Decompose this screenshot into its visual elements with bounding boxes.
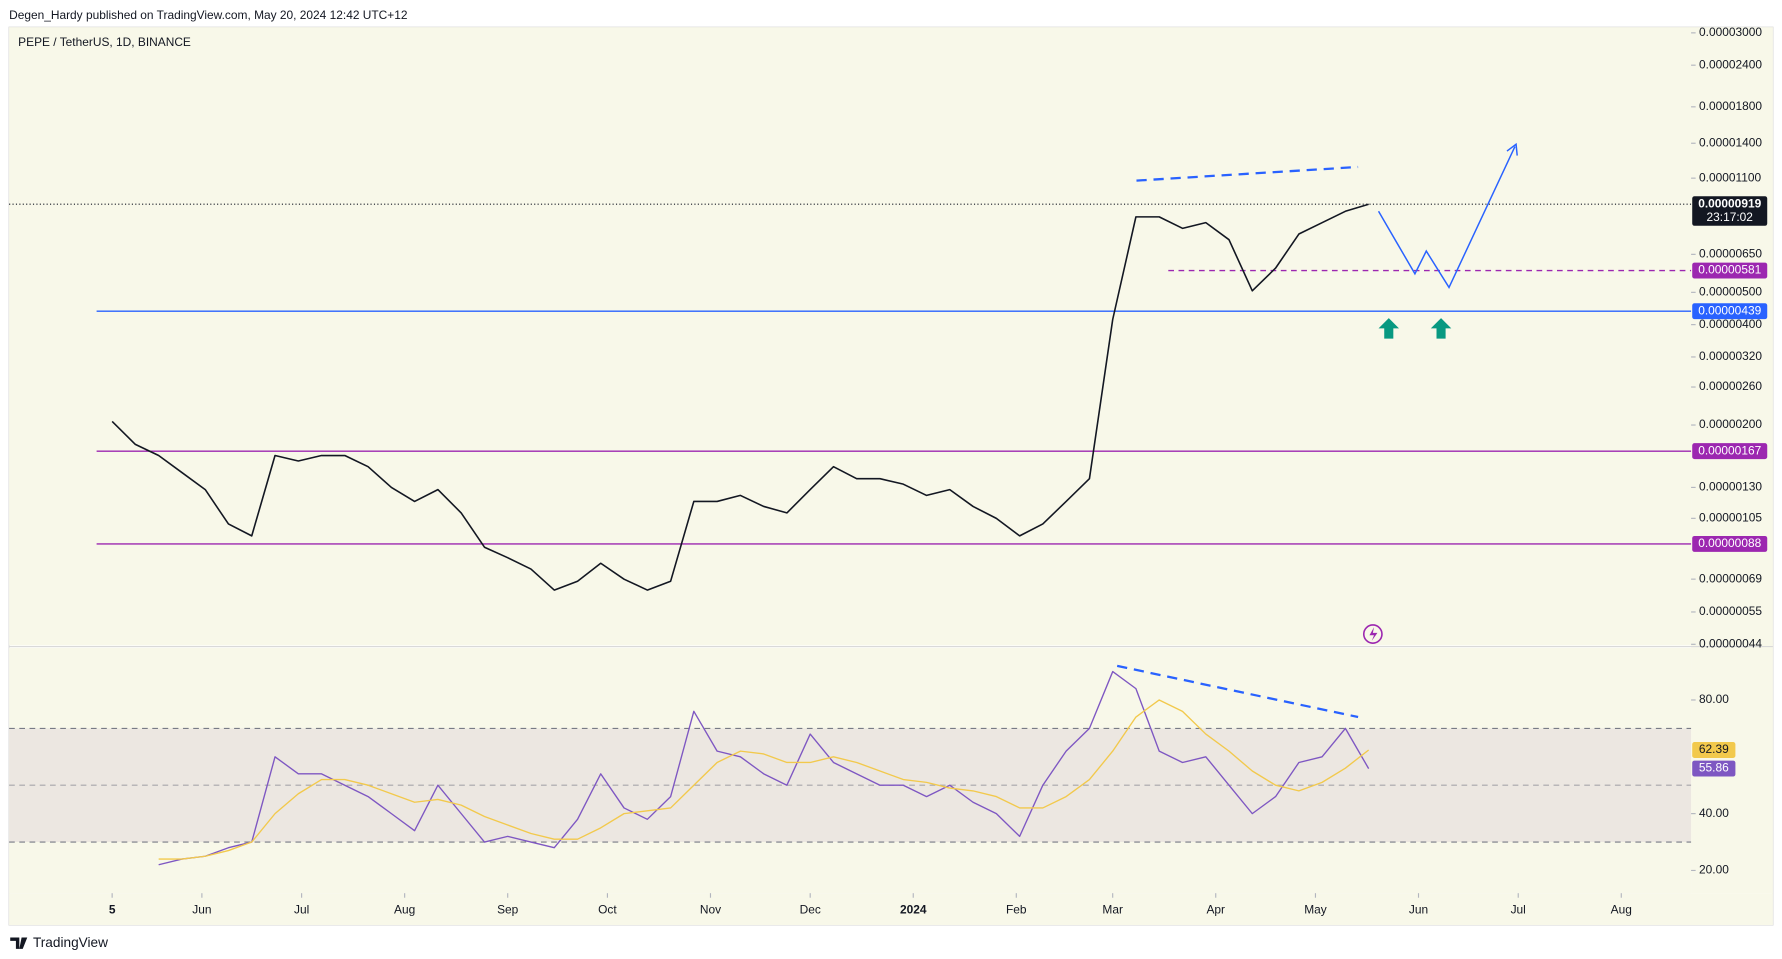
- y-tick-label: 0.00000260: [1699, 379, 1762, 393]
- price-pane: [9, 27, 1692, 646]
- series-line: [158, 699, 1370, 860]
- x-tick-label: Apr: [1206, 902, 1225, 916]
- up-arrow: [1378, 318, 1400, 339]
- x-tick-label: 5: [109, 902, 116, 916]
- x-tick-label: Oct: [598, 902, 617, 916]
- trend-line: [1136, 165, 1359, 182]
- symbol-title: PEPE / TetherUS, 1D, BINANCE: [18, 35, 191, 49]
- series-line: [158, 670, 1370, 866]
- x-tick-label: Jul: [294, 902, 309, 916]
- y-tick-label: 0.00000055: [1699, 604, 1762, 618]
- y-tick-label: 0.00001100: [1699, 170, 1761, 184]
- x-tick-label: Jun: [192, 902, 211, 916]
- x-tick-label: Dec: [800, 902, 821, 916]
- x-tick-label: 2024: [900, 902, 927, 916]
- y-tick-label: 0.00000105: [1699, 510, 1762, 524]
- rsi-value-tag: [1692, 742, 1736, 758]
- last-price-label: 0.00000919: [1698, 196, 1761, 210]
- plots: 5 Jun Jul Aug Sep Oct Nov Dec 2024 Feb Mar Apr May Ju…: [9, 25, 1768, 916]
- y-tick-label: 0.00000400: [1699, 317, 1762, 331]
- x-tick-label: Aug: [1611, 902, 1632, 916]
- tv-logo: [10, 937, 28, 949]
- price-level-tag: [1692, 303, 1768, 320]
- y-tick-label: 0.00003000: [1699, 25, 1762, 39]
- x-tick-label: Jun: [1409, 902, 1428, 916]
- price-level-label: 0.00000088: [1698, 536, 1761, 550]
- y-tick-label: 0.00000044: [1699, 636, 1762, 650]
- x-tick-label: Feb: [1006, 902, 1027, 916]
- rsi-trend-line: [1116, 664, 1359, 719]
- price-level-label: 0.00000167: [1698, 443, 1761, 457]
- x-tick-label: Sep: [497, 902, 519, 916]
- last-price-tag: [1692, 196, 1768, 226]
- price-level-tag: [1692, 535, 1768, 552]
- x-tick-label: May: [1304, 902, 1327, 916]
- x-tick-label: Aug: [394, 902, 415, 916]
- x-tick-label: Nov: [700, 902, 721, 916]
- price-level-label: 0.00000581: [1698, 263, 1761, 277]
- series-line: [111, 203, 1369, 591]
- rsi-value-label: 55.86: [1699, 761, 1729, 775]
- rsi-value-label: 62.39: [1699, 742, 1729, 756]
- price-level-label: 0.00000439: [1698, 303, 1761, 317]
- price-level-tag: [1692, 262, 1768, 279]
- y-tick-label: 0.00001800: [1699, 99, 1762, 113]
- y-tick-label: 0.00000500: [1699, 284, 1762, 298]
- time-axis: [9, 893, 1773, 925]
- y-tick-label: 80.00: [1699, 692, 1729, 706]
- y-tick-label: 0.00002400: [1699, 57, 1762, 71]
- y-tick-label: 0.00000069: [1699, 571, 1762, 585]
- y-tick-label: 40.00: [1699, 806, 1729, 820]
- price-level-tag: [1692, 443, 1768, 460]
- y-tick-label: 0.00001400: [1699, 135, 1762, 149]
- y-tick-label: 0.00000320: [1699, 349, 1762, 363]
- countdown: 23:17:02: [1707, 210, 1754, 224]
- y-tick-label: 0.00000200: [1699, 417, 1762, 431]
- event-icon-bolt: [1369, 627, 1378, 641]
- projection-arrowhead: [1506, 142, 1518, 156]
- x-tick-label: Jul: [1511, 902, 1526, 916]
- event-icon[interactable]: [1362, 624, 1383, 644]
- x-tick-label: Mar: [1102, 902, 1123, 916]
- y-tick-label: 0.00000130: [1699, 480, 1762, 494]
- header: Degen_Hardy published on TradingView.com…: [9, 8, 408, 22]
- y-tick-label: 0.00000650: [1699, 246, 1762, 260]
- footer-brand: TradingView: [33, 935, 108, 950]
- projection-path: [1377, 146, 1516, 289]
- rsi-value-tag: [1692, 760, 1736, 777]
- y-tick-label: 20.00: [1699, 863, 1729, 877]
